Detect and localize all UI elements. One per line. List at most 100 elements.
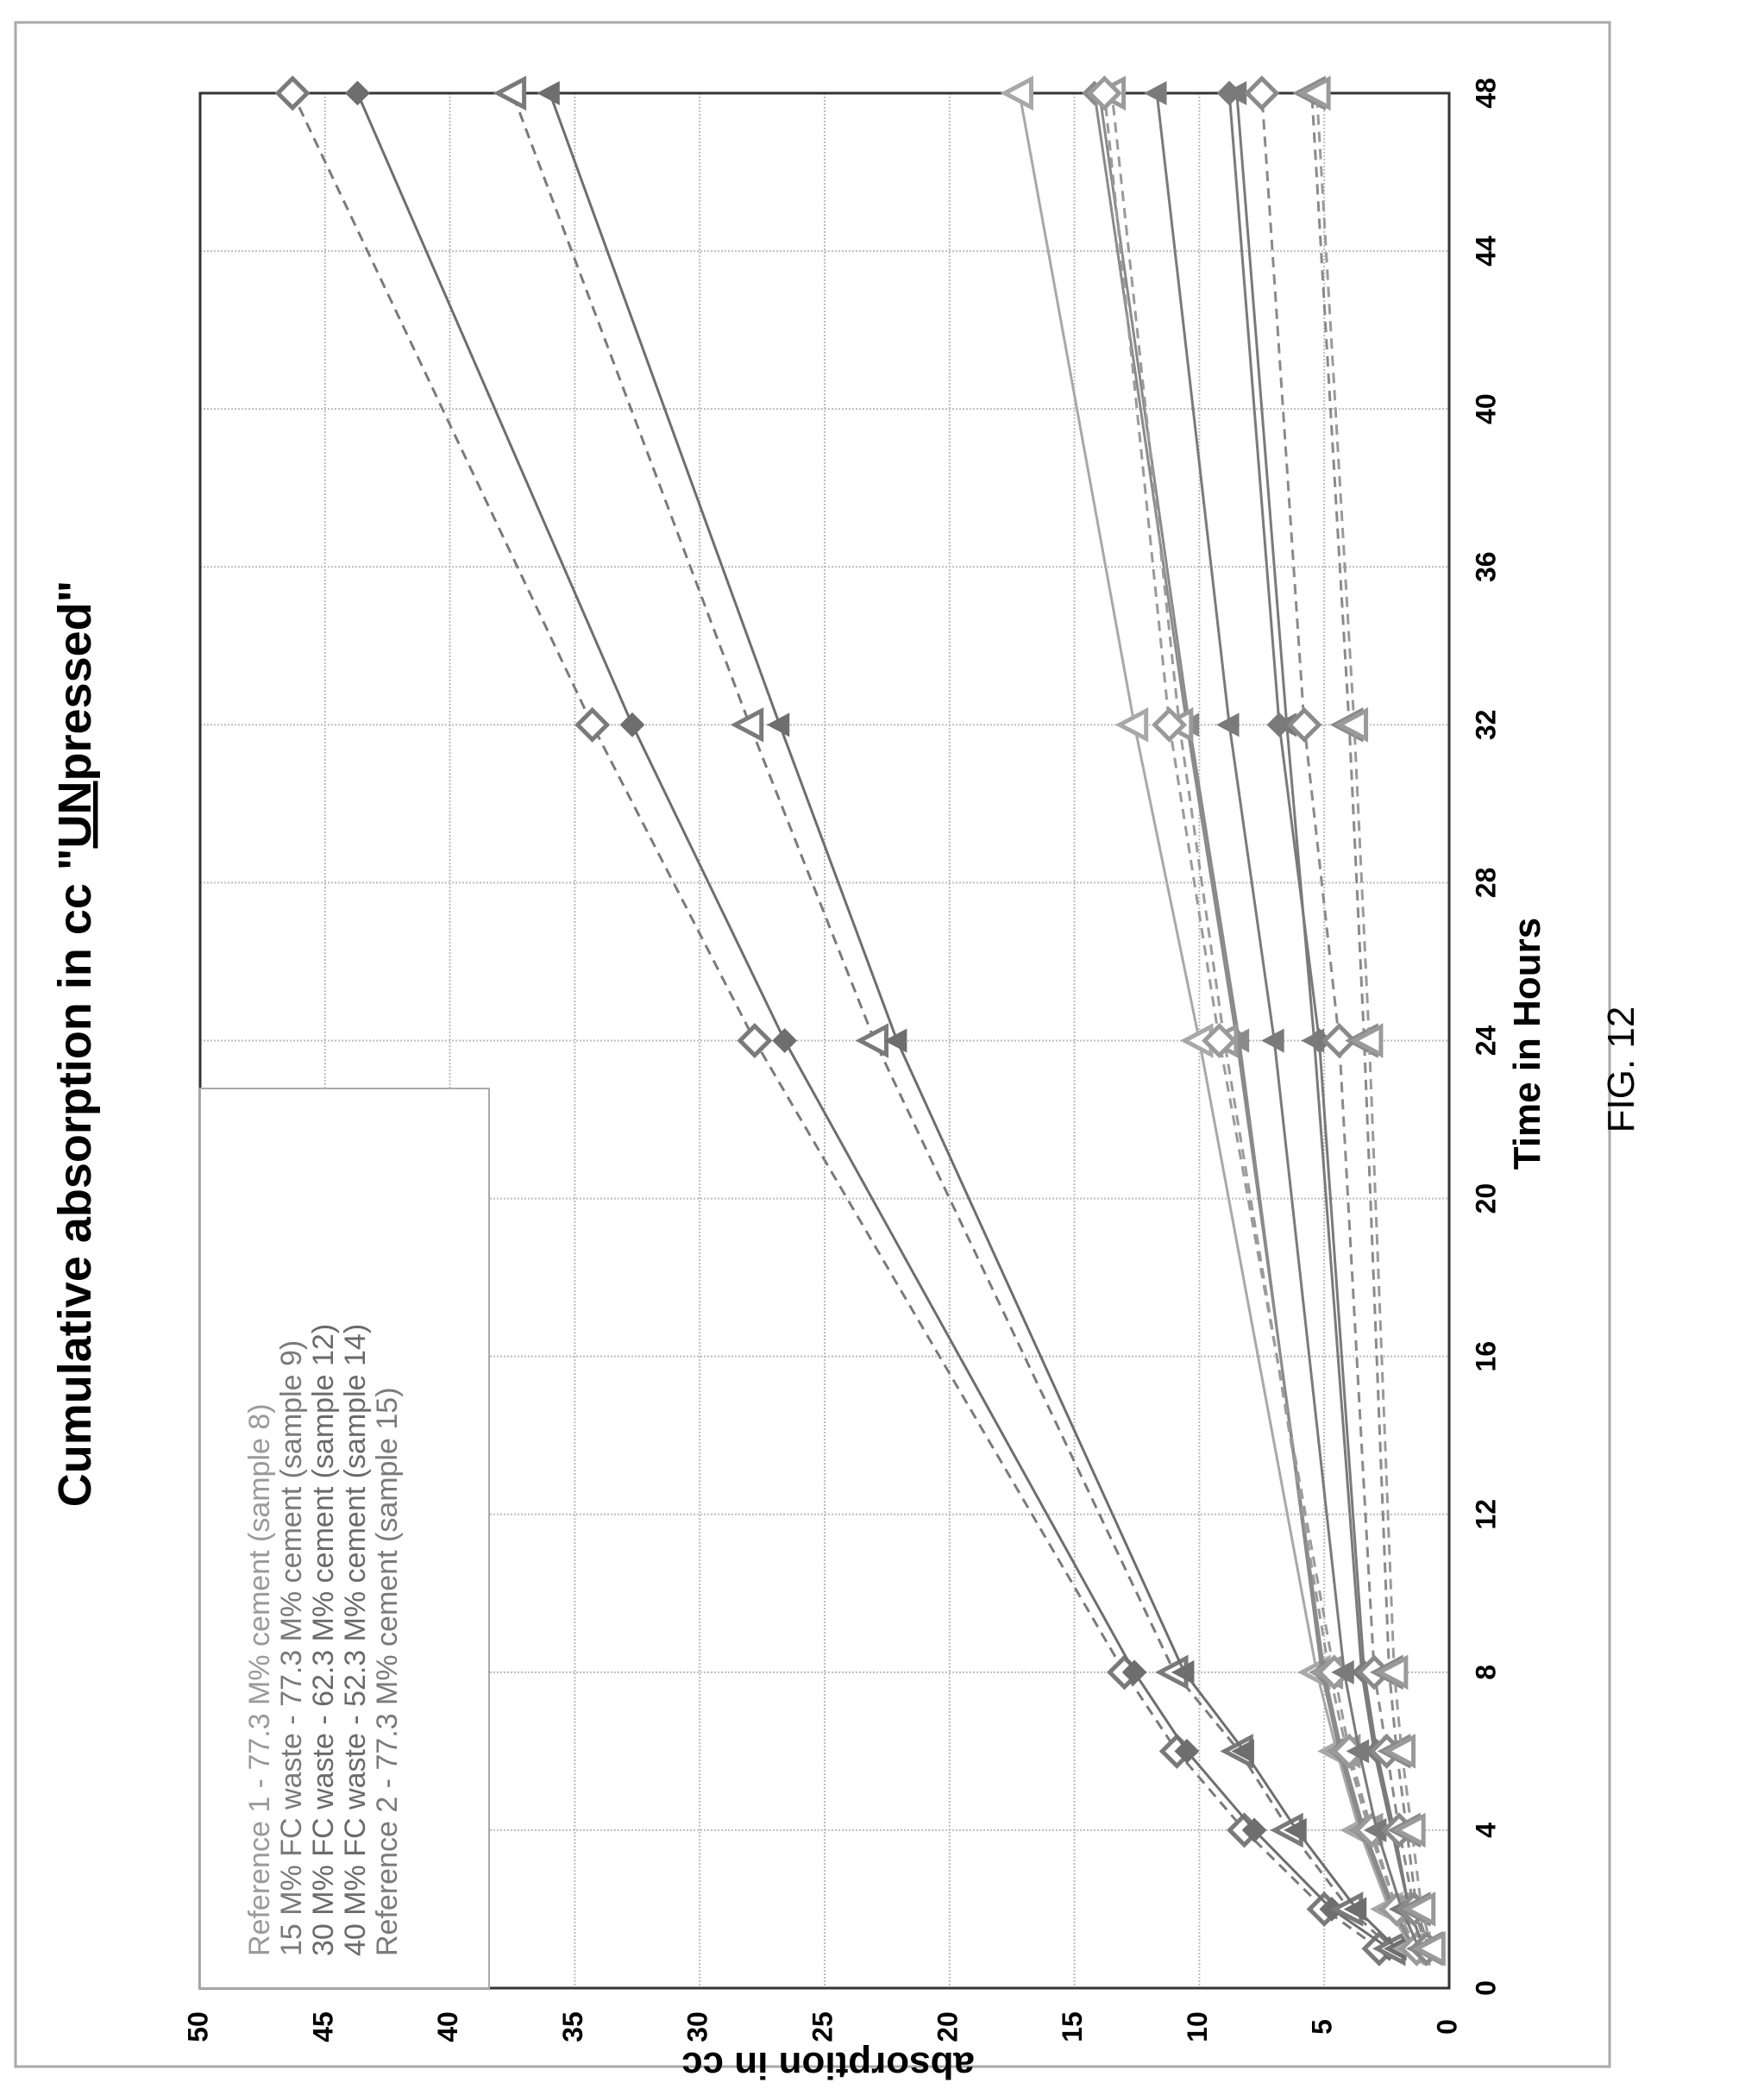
data-point: [1321, 1022, 1358, 1059]
x-tick-label: 12: [1470, 1499, 1501, 1530]
x-axis-label: Time in Hours: [1506, 918, 1548, 1170]
series: [345, 80, 1402, 1961]
y-axis-label: absorption in cc: [681, 2044, 975, 2086]
x-tick-label: 20: [1470, 1183, 1501, 1214]
series-line: [1093, 92, 1416, 1949]
x-tick-label: 40: [1470, 393, 1501, 424]
data-point: [737, 1022, 773, 1059]
x-tick-label: 28: [1470, 868, 1501, 899]
series-line: [1310, 92, 1431, 1949]
data-point: [1000, 75, 1033, 111]
data-point: [855, 1023, 889, 1058]
y-tick-label: 15: [1057, 2011, 1088, 2042]
figure-frame: [14, 21, 1611, 2068]
data-point: [1284, 1817, 1307, 1842]
title-part: UN: [49, 781, 101, 848]
y-tick-label: 25: [807, 2011, 838, 2042]
series: [493, 75, 1406, 1967]
series: [1297, 75, 1446, 1967]
data-point: [1349, 1023, 1384, 1058]
data-point: [1382, 1734, 1416, 1769]
series-group: [274, 75, 1446, 1967]
y-tick-label: 30: [682, 2011, 713, 2042]
data-point: [1086, 75, 1122, 111]
x-tick-label: 36: [1470, 551, 1501, 582]
x-tick-label: 0: [1470, 1980, 1501, 1996]
data-point: [1241, 1817, 1267, 1843]
x-tick-label: 32: [1470, 710, 1501, 741]
y-tick-label: 5: [1307, 2019, 1338, 2035]
x-tick-label: 48: [1470, 78, 1501, 109]
data-point: [537, 80, 560, 106]
series-line: [1018, 92, 1413, 1949]
data-point: [1261, 1028, 1284, 1053]
tick-labels: 0510152025303540455004812162024283236404…: [182, 78, 1501, 2042]
series-line: [291, 92, 1380, 1950]
x-tick-label: 16: [1470, 1341, 1501, 1372]
plot-area: [198, 91, 1451, 1990]
data-point: [1402, 1891, 1436, 1927]
chart-title: Cumulative absorption in cc "UNpressed": [49, 580, 101, 1507]
y-tick-label: 50: [182, 2011, 213, 2042]
data-point: [1412, 1930, 1446, 1967]
data-point: [1216, 80, 1242, 106]
series-line: [511, 92, 1393, 1950]
data-point: [1392, 1812, 1426, 1848]
x-tick-label: 44: [1470, 235, 1501, 267]
data-point: [1174, 1738, 1200, 1764]
legend-entry: Reference 1 - 77.3 M% cement (sample 8): [243, 1403, 276, 1956]
title-part: pressed": [49, 580, 101, 781]
legend-entry: 40 M% FC waste - 52.3 M% cement (sample …: [339, 1324, 372, 1956]
data-point: [772, 1028, 798, 1053]
data-point: [574, 706, 611, 743]
data-point: [1334, 707, 1369, 743]
series: [537, 80, 1407, 1961]
data-point: [766, 712, 790, 737]
legend-entry: 30 M% FC waste - 62.3 M% cement (sample …: [307, 1324, 340, 1956]
data-point: [1374, 1654, 1409, 1691]
title-part: Cumulative absorption in cc ": [49, 848, 101, 1507]
data-point: [1297, 75, 1331, 111]
data-point: [1144, 80, 1167, 106]
data-point: [1244, 75, 1280, 111]
data-point: [1231, 1739, 1254, 1764]
series-line: [356, 92, 1390, 1950]
y-tick-label: 0: [1431, 2019, 1462, 2035]
legend-box: [199, 1088, 490, 1989]
legend: Reference 1 - 77.3 M% cement (sample 8) 1…: [199, 1088, 490, 1989]
data-point: [883, 1028, 907, 1053]
data-point: [1216, 712, 1240, 737]
data-point: [1343, 1897, 1367, 1922]
data-point: [1152, 706, 1188, 743]
data-point: [493, 75, 527, 111]
data-point: [1202, 1022, 1238, 1059]
y-tick-label: 45: [307, 2011, 338, 2042]
x-tick-label: 8: [1470, 1665, 1501, 1680]
data-point: [1114, 707, 1149, 743]
legend-entry: Reference 2 - 77.3 M% cement (sample 15): [371, 1387, 404, 1956]
figure-label: FIG. 12: [1600, 1006, 1642, 1133]
series-line: [1227, 92, 1426, 1949]
data-point: [730, 707, 764, 743]
data-point: [1121, 1659, 1147, 1685]
data-point: [1266, 712, 1292, 737]
data-point: [274, 75, 311, 111]
series-line: [1315, 92, 1434, 1949]
y-tick-label: 10: [1182, 2011, 1213, 2042]
y-tick-label: 40: [432, 2011, 463, 2042]
data-point: [619, 712, 645, 737]
data-point: [345, 80, 370, 106]
series-line: [1098, 92, 1416, 1949]
legend-entry: 15 M% FC waste - 77.3 M% cement (sample …: [275, 1340, 308, 1956]
data-point: [1171, 1659, 1195, 1684]
series: [1244, 75, 1445, 1967]
x-tick-label: 24: [1470, 1026, 1501, 1057]
series-line: [549, 92, 1398, 1950]
data-point: [1286, 706, 1322, 743]
y-tick-label: 20: [932, 2011, 963, 2042]
y-tick-label: 35: [557, 2011, 588, 2042]
series-line: [1155, 92, 1421, 1949]
x-tick-label: 4: [1470, 1822, 1501, 1838]
